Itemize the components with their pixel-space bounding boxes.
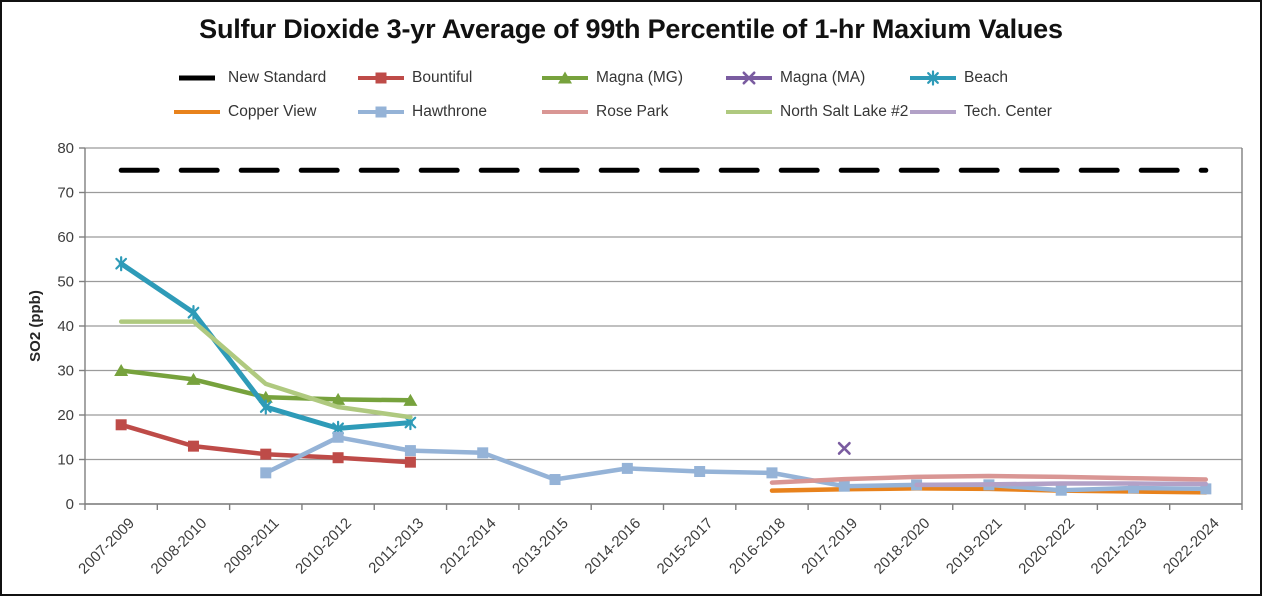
legend-swatch-tech-center bbox=[910, 110, 956, 114]
legend-label-magna-ma: Magna (MA) bbox=[780, 69, 866, 86]
series-north-salt-lake-2 bbox=[118, 319, 413, 420]
y-axis-tick-labels: 0 10 20 30 40 50 60 70 80 bbox=[57, 140, 74, 513]
x-tick-label: 2007-2009 bbox=[75, 515, 138, 578]
legend-label-beach: Beach bbox=[964, 69, 1008, 86]
y-tick-label: 50 bbox=[57, 274, 74, 291]
x-tick-label: 2022-2024 bbox=[1160, 515, 1223, 578]
legend-label-hawthrone: Hawthrone bbox=[412, 103, 487, 120]
y-tick-label: 30 bbox=[57, 363, 74, 380]
x-tick-label: 2020-2022 bbox=[1015, 515, 1078, 578]
x-tick-label: 2011-2013 bbox=[365, 515, 427, 577]
y-tick-label: 40 bbox=[57, 318, 74, 335]
series-tech-center bbox=[914, 481, 1209, 488]
legend-label-rose-park: Rose Park bbox=[596, 103, 669, 120]
y-tick-label: 0 bbox=[66, 496, 74, 513]
x-tick-label: 2013-2015 bbox=[509, 515, 572, 578]
legend-swatch-beach bbox=[910, 70, 956, 86]
x-tick-label: 2015-2017 bbox=[654, 515, 717, 578]
y-axis-title: SO2 (ppb) bbox=[27, 290, 44, 362]
legend-swatch-new-standard bbox=[179, 75, 215, 81]
legend-swatch-magna-mg bbox=[542, 71, 588, 84]
series-beach bbox=[115, 256, 417, 436]
x-tick-label: 2008-2010 bbox=[148, 515, 211, 578]
x-tick-label: 2014-2016 bbox=[581, 515, 644, 578]
legend-swatch-bountiful bbox=[358, 72, 404, 84]
legend-item-magna-mg: Magna (MG) bbox=[542, 66, 726, 90]
legend-label-north-salt-lake-2: North Salt Lake #2 bbox=[780, 103, 909, 120]
x-tick-label: 2019-2021 bbox=[943, 515, 1006, 578]
legend-swatch-magna-ma bbox=[726, 71, 772, 85]
y-tick-label: 20 bbox=[57, 407, 74, 424]
x-axis-tick-labels: 2007-2009 2008-2010 2009-2011 2010-2012 2011… bbox=[75, 515, 1222, 578]
legend-item-hawthrone: Hawthrone bbox=[358, 100, 542, 124]
legend-item-bountiful: Bountiful bbox=[358, 66, 542, 90]
x-tick-label: 2016-2018 bbox=[726, 515, 789, 578]
legend-item-north-salt-lake-2: North Salt Lake #2 bbox=[726, 100, 910, 124]
x-tick-label: 2017-2019 bbox=[798, 515, 861, 578]
series-rose-park bbox=[769, 473, 1209, 485]
legend-item-new-standard: New Standard bbox=[174, 66, 358, 90]
legend-label-copper-view: Copper View bbox=[228, 103, 317, 120]
legend-swatch-hawthrone bbox=[358, 106, 404, 118]
x-tick-label: 2010-2012 bbox=[292, 515, 355, 578]
legend-swatch-rose-park bbox=[542, 110, 588, 114]
series-magna-ma bbox=[837, 441, 851, 455]
gridlines bbox=[85, 147, 1242, 505]
x-tick-label: 2009-2011 bbox=[221, 515, 283, 577]
chart-title: Sulfur Dioxide 3-yr Average of 99th Perc… bbox=[199, 14, 1063, 44]
legend-item-beach: Beach bbox=[910, 66, 1094, 90]
legend-item-magna-ma: Magna (MA) bbox=[726, 66, 910, 90]
x-tick-label: 2018-2020 bbox=[871, 515, 934, 578]
legend-swatch-north-salt-lake-2 bbox=[726, 110, 772, 114]
axes bbox=[79, 147, 1243, 510]
legend-item-copper-view: Copper View bbox=[174, 100, 358, 124]
legend-label-tech-center: Tech. Center bbox=[964, 103, 1052, 120]
y-tick-label: 60 bbox=[57, 229, 74, 246]
legend-label-bountiful: Bountiful bbox=[412, 69, 473, 86]
legend-swatch-copper-view bbox=[174, 110, 220, 114]
y-tick-label: 10 bbox=[57, 452, 74, 469]
legend-label-new-standard: New Standard bbox=[228, 69, 327, 86]
legend-item-rose-park: Rose Park bbox=[542, 100, 726, 124]
chart-legend: New Standard Bountiful Magna (MG) Magna (MA… bbox=[174, 66, 1094, 124]
series-bountiful bbox=[115, 419, 416, 468]
legend-item-tech-center: Tech. Center bbox=[910, 100, 1094, 124]
y-tick-label: 70 bbox=[57, 185, 74, 202]
x-tick-label: 2012-2014 bbox=[437, 515, 500, 578]
x-tick-label: 2021-2023 bbox=[1088, 515, 1151, 578]
y-tick-label: 80 bbox=[57, 140, 74, 157]
series-magna-mg bbox=[114, 364, 418, 406]
legend-label-magna-mg: Magna (MG) bbox=[596, 69, 683, 86]
series-hawthrone bbox=[260, 431, 1212, 496]
